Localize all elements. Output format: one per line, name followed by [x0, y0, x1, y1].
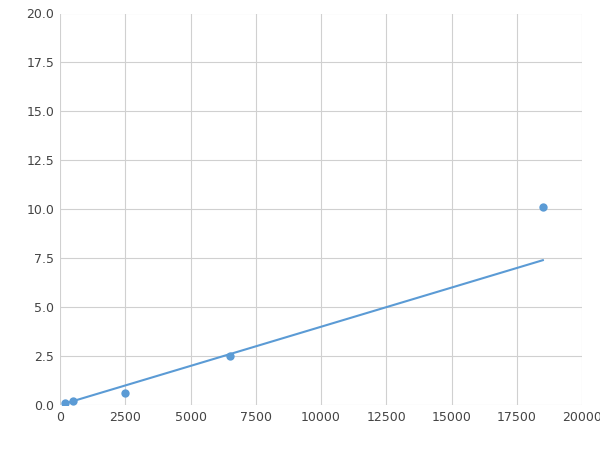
Point — [121, 390, 130, 397]
Point — [61, 400, 70, 407]
Point — [538, 204, 548, 211]
Point — [225, 352, 235, 360]
Point — [68, 397, 78, 405]
